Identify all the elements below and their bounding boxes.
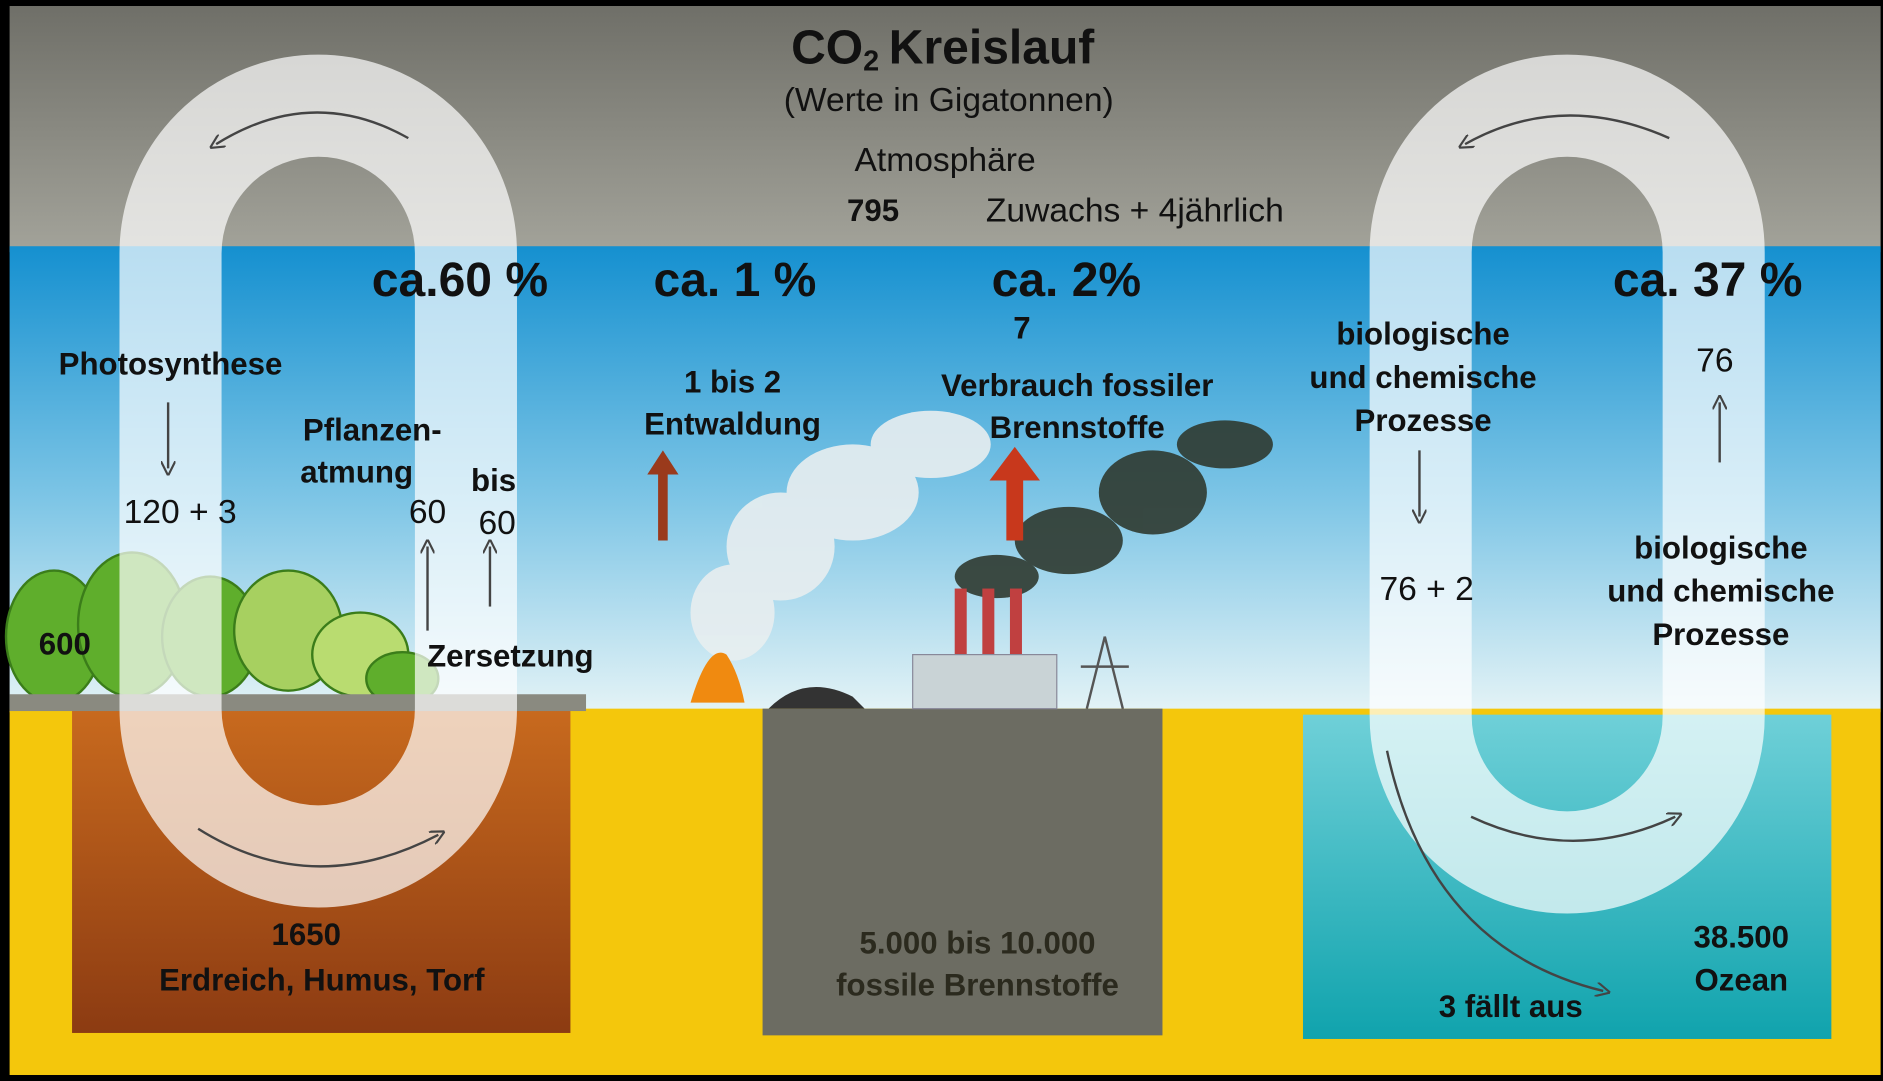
title: CO2 Kreislauf <box>791 21 1095 77</box>
subtitle: (Werte in Gigatonnen) <box>784 82 1114 119</box>
diagram: CO2 Kreislauf (Werte in Gigatonnen) Atmos… <box>0 0 1883 1081</box>
label: Ozean <box>1694 963 1788 998</box>
value: 76 <box>1696 343 1733 380</box>
share: ca. 37 % <box>1613 254 1803 307</box>
label: fossile Brennstoffe <box>836 968 1119 1003</box>
value: 76 + 2 <box>1379 571 1473 608</box>
label: Prozesse <box>1355 403 1492 438</box>
label: und chemische <box>1309 360 1536 395</box>
page: { "title": {"co": "CO", "sub": "2", "res… <box>0 0 1883 1081</box>
atmosphere-value: 795 <box>847 193 899 228</box>
label: Erdreich, Humus, Torf <box>159 963 485 998</box>
label: bis <box>471 463 516 498</box>
value: 600 <box>39 626 91 661</box>
label: Photosynthese <box>59 347 283 382</box>
label: Pflanzen- <box>303 413 442 448</box>
atmosphere-label: Atmosphäre <box>855 142 1036 179</box>
value: 1650 <box>272 917 341 952</box>
label: 3 fällt aus <box>1439 989 1583 1024</box>
title-co: CO <box>791 21 863 74</box>
value: 1 bis 2 <box>684 365 781 400</box>
label: Zersetzung <box>427 638 594 673</box>
value: 7 <box>1013 311 1030 346</box>
label: Verbrauch fossiler <box>941 368 1213 403</box>
label: Prozesse <box>1652 617 1789 652</box>
value: 38.500 <box>1694 920 1789 955</box>
label: biologische <box>1336 317 1509 352</box>
share: ca.60 % <box>372 254 548 307</box>
label: Entwaldung <box>644 407 821 442</box>
atmosphere-growth: Zuwachs + 4jährlich <box>986 192 1284 229</box>
title-sub: 2 <box>863 45 879 77</box>
share: ca. 2% <box>992 254 1142 307</box>
value: 60 <box>409 494 446 531</box>
label: Brennstoffe <box>990 410 1165 445</box>
value: 120 + 3 <box>124 494 237 531</box>
title-rest: Kreislauf <box>889 21 1096 74</box>
label: und chemische <box>1607 574 1834 609</box>
value: 5.000 bis 10.000 <box>860 926 1096 961</box>
label: biologische <box>1634 530 1807 565</box>
share: ca. 1 % <box>654 254 817 307</box>
label: atmung <box>300 455 413 490</box>
value: 60 <box>478 505 515 542</box>
